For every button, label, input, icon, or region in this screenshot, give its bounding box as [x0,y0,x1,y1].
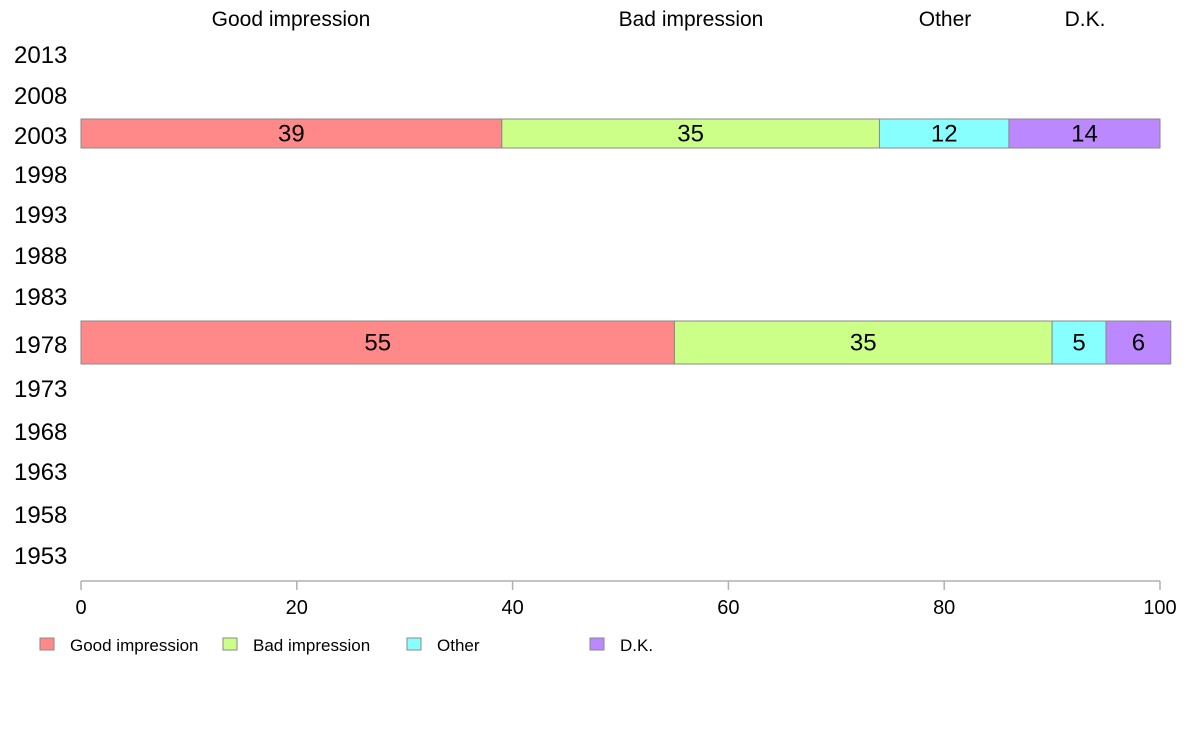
legend-label-good-impression: Good impression [70,636,199,655]
bar-label-2003-d-k: 14 [1071,121,1098,148]
legend-swatch-other [406,637,422,651]
legend-label-other: Other [437,636,480,655]
bar-label-1978-good-impression: 55 [364,330,391,357]
year-label-1968: 1968 [14,419,67,446]
column-header-good-impression: Good impression [212,8,371,31]
legend-label-bad-impression: Bad impression [253,636,370,655]
x-tick-label-40: 40 [501,597,523,619]
year-labels: 2013 2008 2003 1998 1993 1988 1983 1978 1973 1968… [14,42,67,570]
year-label-2013: 2013 [14,42,67,69]
bar-2003-good-impression [80,118,503,149]
legend-swatch-d-k [589,637,605,651]
year-label-1963: 1963 [14,459,67,486]
x-tick-label-80: 80 [933,597,955,619]
bar-label-1978-bad-impression: 35 [850,330,877,357]
bar-2003-bad-impression [501,118,880,149]
x-tick-label-0: 0 [75,597,86,619]
year-label-2003: 2003 [14,123,67,150]
bar-1978-good-impression [80,320,675,365]
column-header-bad-impression: Bad impression [619,8,764,31]
column-header-d-k: D.K. [1065,8,1106,31]
year-label-2008: 2008 [14,83,67,110]
bar-2003-other [878,118,1010,149]
column-headers: Good impression Bad impression Other D.K. [212,8,1106,31]
x-tick-label-60: 60 [717,597,739,619]
bar-label-1978-other: 5 [1072,330,1085,357]
legend-swatch-good-impression [39,637,55,651]
year-label-1958: 1958 [14,502,67,529]
x-tick-label-100: 100 [1143,597,1176,619]
bars: 39 35 12 14 55 35 5 6 [80,118,1172,365]
year-label-1953: 1953 [14,543,67,570]
year-label-1998: 1998 [14,162,67,189]
x-tick-label-20: 20 [286,597,308,619]
legend-label-d-k: D.K. [620,636,653,655]
bar-label-2003-bad-impression: 35 [677,121,704,148]
bar-1978-bad-impression [673,320,1053,365]
year-label-1993: 1993 [14,202,67,229]
year-label-1988: 1988 [14,243,67,270]
legend: Good impression Bad impression Other D.K. [39,636,653,655]
bar-1978-d-k [1105,320,1172,365]
bar-label-2003-good-impression: 39 [278,121,305,148]
bar-2003-d-k [1008,118,1161,149]
legend-swatch-bad-impression [222,637,238,651]
column-header-other: Other [919,8,972,31]
bar-label-1978-d-k: 6 [1132,330,1145,357]
year-label-1978: 1978 [14,332,67,359]
bar-label-2003-other: 12 [931,121,958,148]
year-label-1973: 1973 [14,376,67,403]
x-axis: 0 20 40 60 80 100 [75,580,1177,619]
year-label-1983: 1983 [14,284,67,311]
bar-1978-other [1051,320,1107,365]
